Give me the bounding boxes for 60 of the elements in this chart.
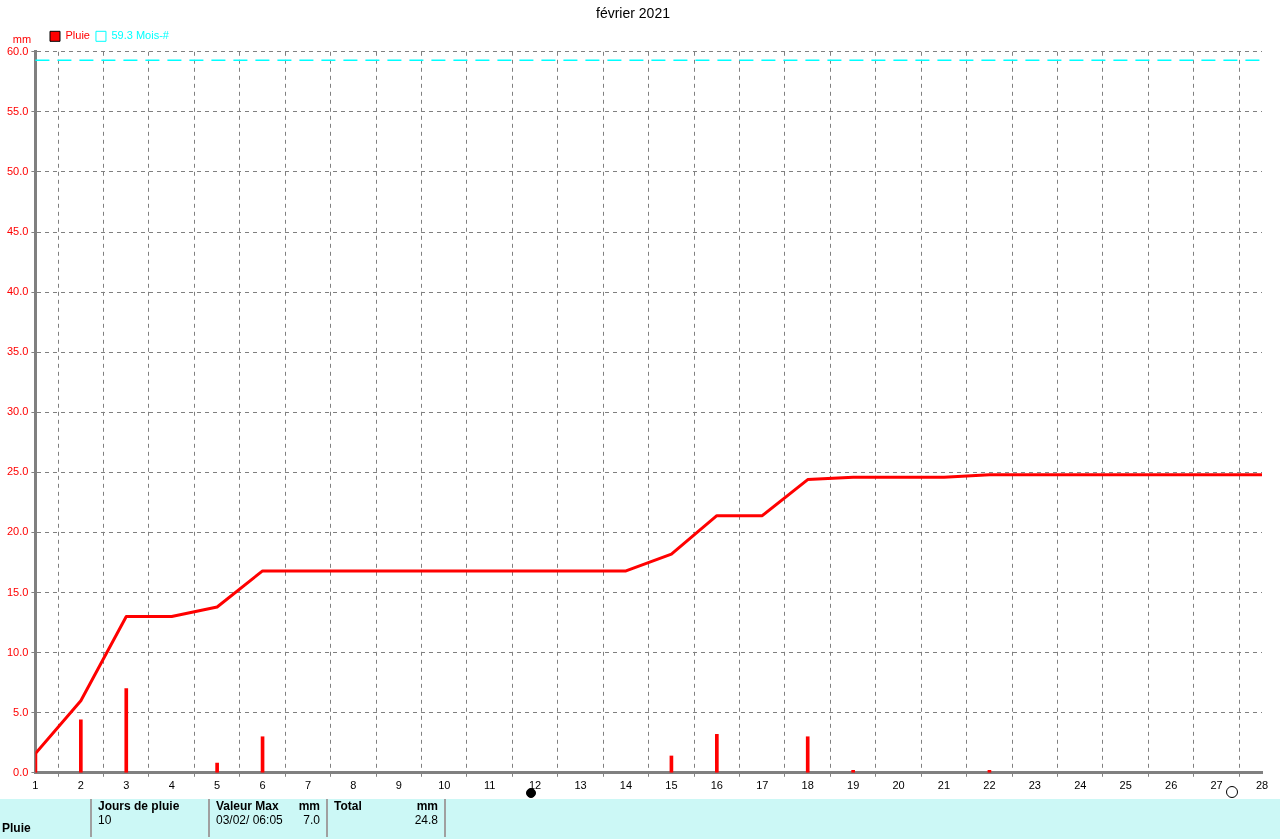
x-tick-label: 27 (1210, 779, 1223, 792)
x-tick-label: 22 (983, 779, 996, 792)
x-tick-label: 2 (77, 779, 84, 792)
y-tick-label: 5.0 (13, 705, 29, 718)
x-tick-label: 19 (847, 779, 860, 792)
x-tick-label: 20 (892, 779, 905, 792)
y-tick-label: 55.0 (6, 104, 29, 117)
x-tick-label: 10 (438, 779, 451, 792)
bar (805, 736, 810, 773)
text: Total (334, 799, 362, 813)
legend-label: 59.3 Mois-# (111, 29, 170, 42)
y-tick-label: 25.0 (6, 465, 29, 478)
x-tick-label: 12 (529, 779, 542, 792)
x-tick-label: 18 (801, 779, 814, 792)
text: Valeur Max (216, 799, 279, 813)
text: 03/02/ 06:05 (216, 813, 283, 827)
text: mm (298, 799, 320, 813)
x-tick-label: 1 (32, 779, 39, 792)
x-tick-label: 8 (350, 779, 357, 792)
x-tick-label: 28 (1255, 779, 1269, 792)
x-tick-label: 9 (395, 779, 402, 792)
text: 24.8 (413, 813, 438, 827)
x-tick-label: 13 (574, 779, 587, 792)
y-tick-label: 15.0 (6, 585, 29, 598)
x-tick-label: 25 (1119, 779, 1132, 792)
bar (79, 719, 83, 773)
y-tick-label: 35.0 (6, 345, 29, 358)
x-tick-label: 14 (619, 779, 633, 792)
legend-label: Pluie (65, 29, 90, 42)
chart-title: février 2021 (596, 5, 671, 22)
y-tick-label: 30.0 (6, 405, 29, 418)
x-tick-label: 17 (756, 779, 769, 792)
y-tick-label: 0.0 (13, 765, 29, 778)
x-tick-label: 3 (123, 779, 130, 792)
y-axis-title: mm (12, 32, 32, 45)
y-tick-label: 50.0 (6, 165, 29, 177)
bar (715, 734, 719, 773)
x-tick-label: 4 (168, 779, 175, 792)
x-tick-label: 7 (304, 779, 312, 792)
x-tick-label: 15 (665, 779, 678, 792)
y-tick-label: 40.0 (6, 285, 29, 298)
y-tick-label: 60.0 (6, 44, 29, 57)
text: 10 (98, 813, 113, 827)
bar (124, 688, 129, 773)
x-tick-label: 21 (937, 779, 951, 792)
x-tick-label: 16 (710, 779, 723, 792)
text: Pluie (1, 820, 32, 837)
x-tick-label: 11 (483, 779, 496, 792)
text: mm (416, 799, 438, 813)
x-tick-label: 5 (214, 779, 221, 792)
x-tick-label: 26 (1165, 779, 1178, 792)
y-tick-label: 45.0 (6, 225, 29, 238)
text: Jours de pluie (98, 799, 181, 813)
x-tick-label: 6 (259, 779, 266, 792)
y-tick-label: 10.0 (6, 645, 29, 658)
bar (215, 762, 219, 773)
x-tick-label: 23 (1028, 779, 1041, 792)
y-tick-label: 20.0 (6, 525, 29, 538)
x-tick-label: 24 (1074, 779, 1087, 792)
text: 7.0 (303, 813, 320, 827)
